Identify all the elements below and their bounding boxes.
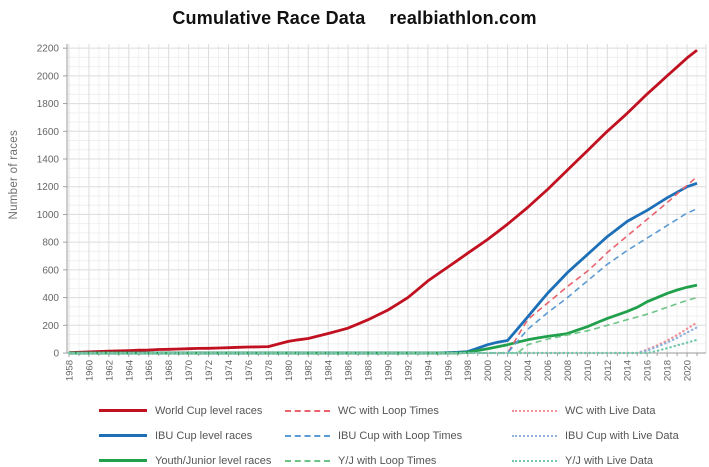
x-tick-label: 2020	[683, 360, 694, 381]
y-tick-label: 0	[53, 349, 59, 360]
y-tick-label: 1600	[37, 127, 60, 138]
x-tick-label: 1998	[463, 360, 474, 381]
x-tick-label: 1986	[344, 360, 355, 381]
legend-swatch-dashed-line	[285, 459, 330, 462]
x-tick-label: 1984	[324, 360, 335, 381]
x-tick-label: 2002	[503, 360, 514, 381]
y-tick-label: 1200	[37, 182, 60, 193]
x-tick-label: 2012	[603, 360, 614, 381]
series-line-y-j-with-live-data	[67, 338, 699, 355]
x-tick-label: 1994	[423, 360, 434, 381]
x-tick-label: 1960	[84, 360, 95, 381]
chart-header: Cumulative Race Data realbiathlon.com	[0, 8, 709, 29]
x-tick-label: 2018	[663, 360, 674, 381]
legend-swatch-solid-line	[99, 434, 147, 437]
x-tick-label: 1972	[204, 360, 215, 381]
x-tick-label: 2016	[643, 360, 654, 381]
legend-swatch-dashed-line	[285, 434, 330, 437]
x-tick-label: 2006	[543, 360, 554, 381]
legend-label: Youth/Junior level races	[155, 454, 272, 467]
x-tick-label: 1974	[224, 360, 235, 381]
legend-swatch-solid-line	[99, 459, 147, 462]
legend-item-y-j-with-loop-times[interactable]: Y/J with Loop Times	[285, 455, 512, 467]
y-tick-label: 1800	[37, 99, 60, 110]
x-tick-label: 1978	[264, 360, 275, 381]
legend-item-ibu-cup-with-live-data[interactable]: IBU Cup with Live Data	[512, 430, 697, 442]
x-tick-label: 1962	[104, 360, 115, 381]
legend-swatch-solid-line	[99, 409, 147, 412]
y-tick-label: 600	[42, 265, 59, 276]
legend-label: World Cup level races	[155, 404, 263, 417]
legend-swatch-dotted-line	[512, 434, 557, 437]
series-line-ibu-cup-level-races	[69, 181, 698, 355]
legend-swatch-dotted-line	[512, 409, 557, 412]
y-tick-label: 400	[42, 293, 59, 304]
x-tick-label: 1992	[403, 360, 414, 381]
legend-item-ibu-cup-level-races[interactable]: IBU Cup level races	[99, 430, 285, 442]
chart-title: Cumulative Race Data	[172, 8, 366, 28]
y-tick-label: 2200	[37, 44, 60, 55]
legend-label: Y/J with Live Data	[565, 454, 654, 467]
legend-label: IBU Cup with Live Data	[565, 429, 679, 442]
legend-item-youth-junior-level-races[interactable]: Youth/Junior level races	[99, 455, 285, 467]
chart-legend: World Cup level races WC with Loop Times W…	[99, 398, 697, 467]
x-tick-label: 1988	[364, 360, 375, 381]
x-tick-label: 1966	[144, 360, 155, 381]
series-line-wc-with-loop-times	[69, 176, 698, 354]
series-line-world-cup-level-races	[68, 49, 698, 355]
x-tick-label: 1964	[124, 360, 135, 381]
x-tick-label: 1996	[443, 360, 454, 381]
x-tick-label: 1976	[244, 360, 255, 381]
x-tick-label: 2010	[583, 360, 594, 381]
legend-label: Y/J with Loop Times	[338, 454, 437, 467]
legend-item-wc-with-loop-times[interactable]: WC with Loop Times	[285, 405, 512, 417]
chart-plot-area: 1958 1960 1962 1964 1966 1968 1970 1972 1974 1976…	[37, 44, 707, 381]
legend-item-y-j-with-live-data[interactable]: Y/J with Live Data	[512, 455, 697, 467]
series-line-ibu-cup-with-loop-times	[69, 208, 698, 354]
y-axis-title: Number of races	[8, 130, 20, 220]
x-tick-label: 2008	[563, 360, 574, 381]
legend-label: WC with Loop Times	[338, 404, 439, 417]
x-tick-label: 2004	[523, 360, 534, 381]
legend-label: IBU Cup with Loop Times	[338, 429, 463, 442]
legend-swatch-dashed-line	[285, 409, 330, 412]
site-watermark: realbiathlon.com	[389, 8, 537, 28]
x-tick-label: 1980	[284, 360, 295, 381]
x-tick-label: 1968	[164, 360, 175, 381]
x-tick-label: 1982	[304, 360, 315, 381]
legend-label: IBU Cup level races	[155, 429, 253, 442]
x-tick-label: 1958	[64, 360, 75, 381]
legend-swatch-dotted-line	[512, 459, 557, 462]
legend-label: WC with Live Data	[565, 404, 656, 417]
y-tick-label: 2000	[37, 71, 60, 82]
legend-item-world-cup-level-races[interactable]: World Cup level races	[99, 405, 285, 417]
x-tick-label: 2000	[483, 360, 494, 381]
y-tick-label: 1000	[37, 210, 60, 221]
y-tick-label: 200	[42, 321, 59, 332]
legend-item-wc-with-live-data[interactable]: WC with Live Data	[512, 405, 697, 417]
x-tick-label: 1990	[383, 360, 394, 381]
x-tick-label: 2014	[623, 360, 634, 381]
legend-item-ibu-cup-with-loop-times[interactable]: IBU Cup with Loop Times	[285, 430, 512, 442]
series-line-youth-junior-level-races	[69, 283, 698, 355]
y-tick-label: 800	[42, 238, 59, 249]
x-tick-label: 1970	[184, 360, 195, 381]
y-tick-label: 1400	[37, 155, 60, 166]
